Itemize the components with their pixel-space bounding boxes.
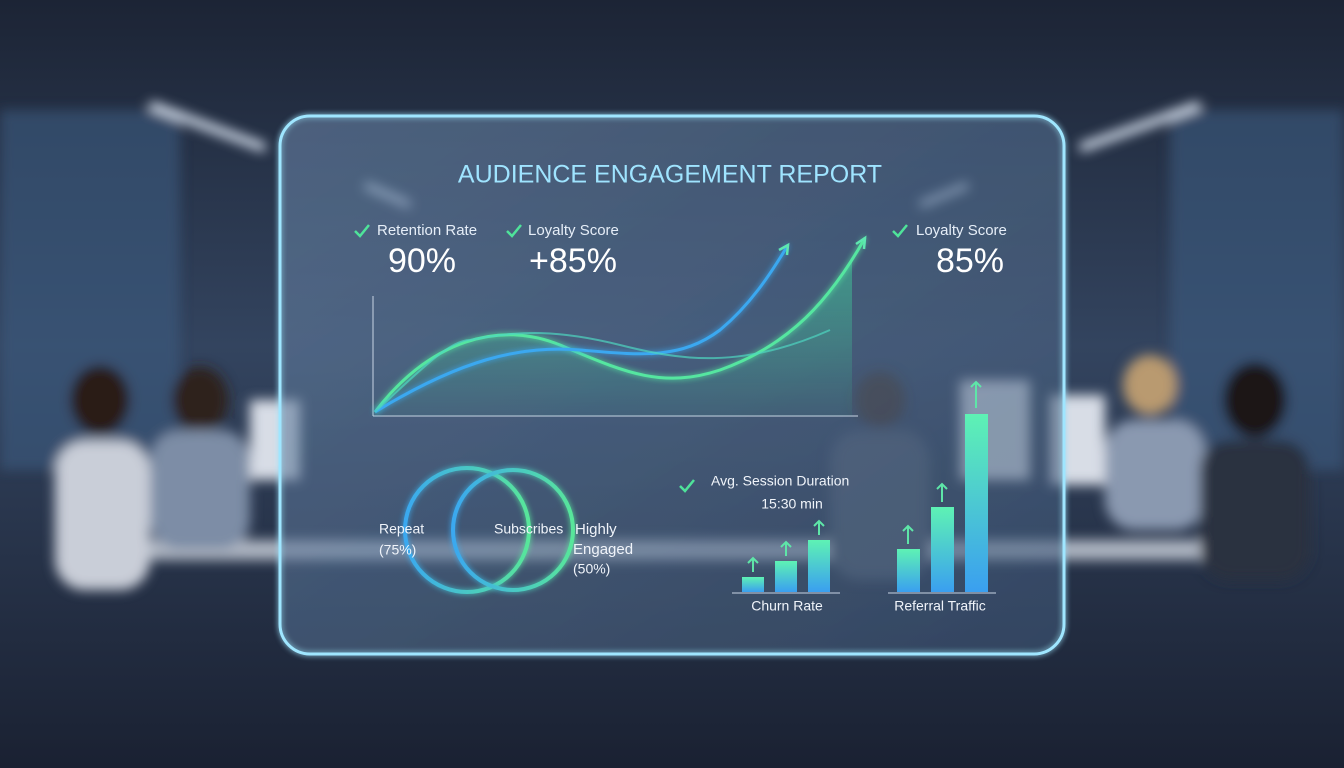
- trend-line: [374, 329, 831, 413]
- venn-circle: [403, 466, 531, 594]
- bar: [897, 549, 920, 592]
- trend-chart: [372, 235, 867, 417]
- bar: [931, 507, 954, 592]
- metric-value: 90%: [388, 242, 456, 280]
- group-label: Referral Traffic: [894, 598, 986, 614]
- check-icon: [506, 224, 522, 238]
- metric-value: +85%: [529, 242, 617, 280]
- bar-groups: Churn Rate Referral Traffic: [732, 380, 996, 614]
- metric-label: Loyalty Score: [528, 222, 619, 239]
- area: [375, 260, 852, 416]
- bar: [775, 561, 797, 592]
- bar: [808, 540, 830, 592]
- session-value: 15:30 min: [761, 496, 822, 512]
- check-icon: [679, 479, 695, 493]
- trend-line: [374, 244, 790, 414]
- up-arrow: [747, 519, 825, 572]
- referral-bars: Referral Traffic: [888, 380, 996, 614]
- venn-label: Subscribes: [494, 521, 563, 537]
- venn-label: (75%): [379, 542, 416, 558]
- report-title: AUDIENCE ENGAGEMENT REPORT: [458, 161, 882, 189]
- venn-label: Repeat: [379, 521, 424, 537]
- metrics: Retention Rate 90% Loyalty Score +85% Lo…: [354, 222, 1007, 280]
- venn-diagram: Repeat (75%) Subscribes Highly Engaged (…: [379, 466, 633, 594]
- metric-label: Retention Rate: [377, 222, 477, 239]
- bar: [742, 577, 764, 592]
- churn-bars: Churn Rate: [732, 519, 840, 614]
- session-label: Avg. Session Duration: [711, 473, 849, 489]
- venn-label: Highly: [575, 521, 617, 538]
- up-arrow: [902, 380, 982, 544]
- venn-circle: [451, 468, 575, 592]
- trend-line: [373, 237, 867, 413]
- check-icon: [354, 224, 370, 238]
- check-icon: [892, 224, 908, 238]
- group-label: Churn Rate: [751, 598, 823, 614]
- arrow-head: [778, 235, 867, 256]
- session-metric: Avg. Session Duration 15:30 min: [679, 473, 849, 512]
- metric-value: 85%: [936, 242, 1004, 280]
- venn-label: (50%): [573, 561, 610, 577]
- venn-label: Engaged: [573, 541, 633, 558]
- metric-label: Loyalty Score: [916, 222, 1007, 239]
- bar: [965, 414, 988, 592]
